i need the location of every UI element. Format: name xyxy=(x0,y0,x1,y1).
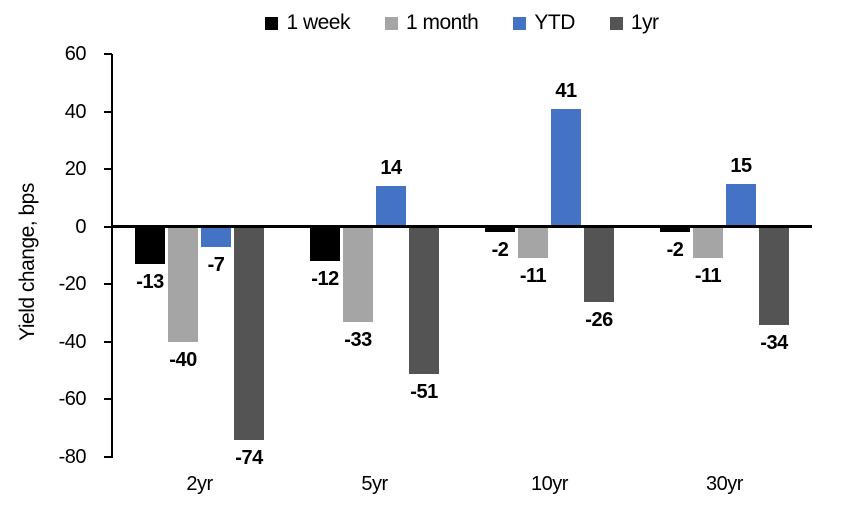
bar-value-label: -51 xyxy=(410,380,438,403)
bar-10yr-ytd xyxy=(551,108,581,227)
zero-axis-line xyxy=(112,225,812,229)
bar-5yr-1yr xyxy=(409,226,439,374)
bar-2yr-1-month xyxy=(168,226,198,342)
bar-2yr-ytd xyxy=(201,226,231,247)
x-axis-category-label: 2yr xyxy=(186,473,213,495)
y-axis-tick xyxy=(104,340,112,343)
y-axis-tick xyxy=(104,283,112,286)
y-axis-tick-label: 40 xyxy=(64,100,87,123)
y-axis-line xyxy=(111,54,113,458)
bar-value-label: -7 xyxy=(207,253,225,276)
y-axis-tick-label: 60 xyxy=(64,43,87,65)
bar-value-label: -74 xyxy=(235,446,263,469)
y-axis-tick-label: -40 xyxy=(58,330,87,353)
x-axis-category-label: 30yr xyxy=(706,473,743,495)
bar-value-label: -2 xyxy=(666,239,684,262)
x-axis-category-label: 5yr xyxy=(361,473,388,495)
legend-item-1-month: 1 month xyxy=(384,11,479,35)
bar-value-label: 41 xyxy=(555,79,577,102)
bar-5yr-1-month xyxy=(343,226,373,322)
bar-2yr-1yr xyxy=(234,226,264,440)
y-axis-tick-label: -60 xyxy=(58,388,87,411)
legend-item-ytd: YTD xyxy=(513,11,575,35)
y-axis-tick xyxy=(104,456,112,458)
y-axis-tick xyxy=(104,225,112,228)
bar-30yr-1-week xyxy=(660,226,690,233)
legend-swatch-icon xyxy=(384,16,398,30)
bar-5yr-ytd xyxy=(376,186,406,227)
bar-value-label: -11 xyxy=(519,265,547,288)
bar-value-label: 14 xyxy=(380,157,402,180)
legend-item-label: 1 week xyxy=(286,11,350,34)
y-axis-title: Yield change, bps xyxy=(16,183,39,341)
legend-item-1-week: 1 week xyxy=(265,11,350,35)
legend-item-label: 1yr xyxy=(630,11,659,34)
legend-swatch-icon xyxy=(513,16,527,30)
bar-30yr-1yr xyxy=(759,226,789,325)
legend-item-label: YTD xyxy=(534,11,575,34)
bar-10yr-1-month xyxy=(518,226,548,259)
y-axis-tick xyxy=(104,53,112,55)
bar-value-label: -33 xyxy=(344,328,372,351)
bar-2yr-1-week xyxy=(135,226,165,265)
y-axis-tick-label: 0 xyxy=(75,215,86,238)
chart-legend: 1 week 1 month YTD 1yr xyxy=(112,8,812,38)
legend-swatch-icon xyxy=(265,16,279,30)
bar-value-label: -40 xyxy=(169,348,197,371)
bar-value-label: -12 xyxy=(311,268,339,291)
bar-value-label: -34 xyxy=(760,331,788,354)
bar-value-label: 15 xyxy=(730,154,752,177)
bar-5yr-1-week xyxy=(310,226,340,262)
bar-30yr-1-month xyxy=(693,226,723,259)
bar-value-label: -2 xyxy=(491,239,509,262)
y-axis-tick-label: 20 xyxy=(64,158,87,181)
y-axis-tick-label: -20 xyxy=(58,273,87,296)
x-axis-category-label: 10yr xyxy=(531,473,568,495)
bar-value-label: -11 xyxy=(694,265,722,288)
y-axis-tick xyxy=(104,398,112,401)
bar-30yr-ytd xyxy=(726,183,756,227)
legend-item-label: 1 month xyxy=(405,11,479,34)
legend-swatch-icon xyxy=(609,16,623,30)
y-axis-tick xyxy=(104,168,112,171)
bar-value-label: -13 xyxy=(136,271,164,294)
bar-10yr-1-week xyxy=(485,226,515,233)
y-axis-tick-label: -80 xyxy=(58,446,87,468)
bar-value-label: -26 xyxy=(585,308,613,331)
y-axis-tick xyxy=(104,110,112,113)
bar-10yr-1yr xyxy=(584,226,614,302)
legend-item-1yr: 1yr xyxy=(609,11,659,35)
